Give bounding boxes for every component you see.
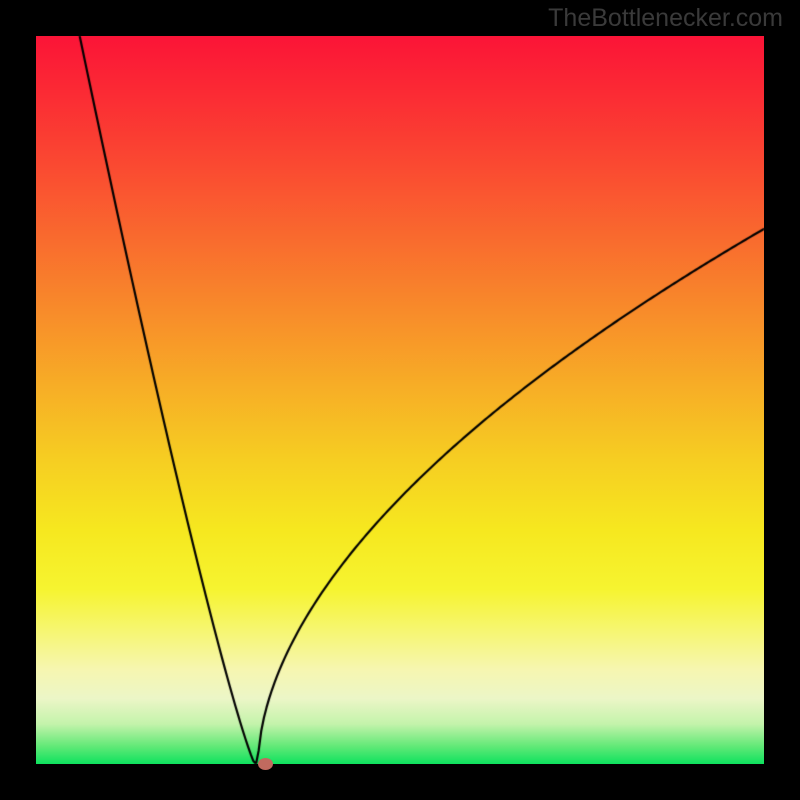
minimum-marker [258, 758, 273, 770]
bottleneck-curve [0, 0, 800, 800]
chart-stage: TheBottlenecker.com [0, 0, 800, 800]
watermark-label: TheBottlenecker.com [548, 4, 783, 33]
